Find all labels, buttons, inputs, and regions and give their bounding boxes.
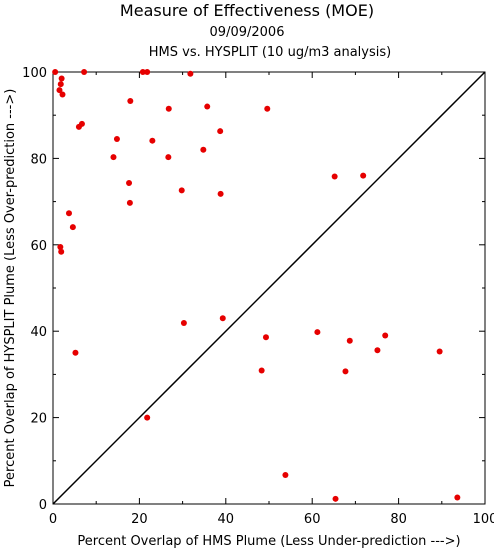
scatter-point (113, 135, 120, 142)
scatter-point (65, 210, 72, 217)
scatter-point (382, 332, 389, 339)
scatter-point (165, 154, 172, 161)
scatter-point (264, 105, 271, 112)
scatter-point (219, 315, 226, 322)
scatter-point (165, 105, 172, 112)
scatter-point (180, 319, 187, 326)
scatter-point (178, 187, 185, 194)
y-axis-label: Percent Overlap of HYSPLIT Plume (Less O… (3, 89, 18, 488)
scatter-point (200, 146, 207, 153)
scatter-point (144, 69, 151, 75)
y-tick-label: 0 (39, 498, 47, 513)
scatter-point (126, 180, 133, 187)
scatter-point (126, 199, 133, 206)
scatter-point (127, 97, 134, 104)
scatter-point (282, 472, 289, 479)
x-tick-label: 80 (390, 512, 407, 527)
y-tick-label: 100 (22, 66, 47, 81)
scatter-point (72, 349, 79, 356)
scatter-point (69, 224, 76, 231)
axis-ticks: 0 20 40 60 80 100 0 20 40 60 80 100 (22, 66, 494, 527)
scatter-point (331, 173, 338, 180)
x-tick-label: 60 (304, 512, 321, 527)
x-tick-label: 20 (131, 512, 148, 527)
scatter-point (217, 128, 224, 135)
scatter-point (360, 172, 367, 179)
scatter-point (58, 248, 65, 255)
scatter-point (187, 70, 194, 77)
diagonal-reference-line (52, 71, 486, 505)
scatter-point (204, 103, 211, 110)
chart-subtitle-date: 09/09/2006 (210, 25, 285, 40)
y-tick-label: 80 (30, 152, 47, 167)
y-tick-label: 20 (30, 412, 47, 427)
scatter-point (149, 137, 156, 144)
chart-subtitle-analysis: HMS vs. HYSPLIT (10 ug/m3 analysis) (149, 45, 391, 60)
scatter-point (52, 69, 59, 75)
scatter-point (258, 367, 265, 374)
scatter-point (59, 91, 66, 98)
scatter-point (56, 87, 63, 94)
scatter-point (110, 154, 117, 161)
scatter-point (332, 495, 339, 502)
scatter-point (454, 494, 461, 501)
chart-title: Measure of Effectiveness (MOE) (120, 1, 374, 20)
scatter-point (81, 69, 88, 75)
scatter-point (436, 348, 443, 355)
x-tick-label: 0 (49, 512, 57, 527)
scatter-point (57, 243, 64, 250)
reference-line (52, 71, 486, 505)
scatter-point (314, 329, 321, 336)
scatter-point (75, 123, 82, 130)
scatter-point (217, 190, 224, 197)
scatter-point (58, 75, 65, 82)
scatter-point (342, 368, 349, 375)
scatter-point (262, 334, 269, 341)
scatter-point (57, 81, 64, 88)
scatter-point (346, 337, 353, 344)
x-axis-label: Percent Overlap of HMS Plume (Less Under… (77, 534, 460, 549)
scatter-point (374, 347, 381, 354)
x-tick-label: 40 (218, 512, 235, 527)
y-tick-label: 60 (30, 239, 47, 254)
x-tick-label: 100 (473, 512, 494, 527)
y-tick-label: 40 (30, 325, 47, 340)
scatter-point (144, 414, 151, 421)
scatter-point (139, 69, 146, 75)
data-points (52, 69, 461, 502)
